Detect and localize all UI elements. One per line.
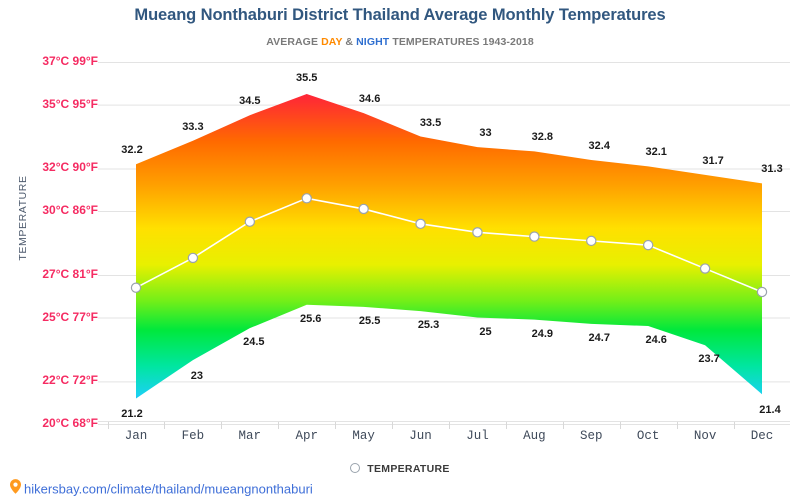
- y-axis-tick-label: 30°C 86°F: [42, 203, 98, 218]
- night-value-label: 25.3: [417, 319, 440, 332]
- x-axis-tick-label: Feb: [181, 429, 205, 443]
- subtitle-prefix: AVERAGE: [266, 36, 322, 48]
- data-point-marker[interactable]: [415, 218, 426, 230]
- data-point-marker[interactable]: [699, 263, 711, 274]
- subtitle-ampersand: &: [342, 36, 357, 48]
- page-title: Mueang Nonthaburi District Thailand Aver…: [134, 6, 666, 24]
- night-value-label: 23: [190, 370, 204, 383]
- data-point-marker[interactable]: [358, 203, 369, 215]
- x-axis-tick-label: Jan: [124, 429, 148, 443]
- average-temperature-line: [135, 197, 763, 293]
- day-value-label: 31.7: [702, 154, 724, 167]
- night-value-label: 24.6: [645, 334, 667, 347]
- y-axis-tick-label: 22°C 72°F: [42, 373, 98, 388]
- y-axis-tick-label: 37°C 99°F: [42, 54, 98, 68]
- x-axis-tick-label: Nov: [693, 429, 717, 443]
- night-value-label: 24.7: [588, 331, 610, 344]
- chart-subtitle: AVERAGE DAY & NIGHT TEMPERATURES 1943-20…: [0, 36, 800, 48]
- map-pin-icon: [10, 479, 21, 497]
- data-point-marker[interactable]: [472, 227, 483, 238]
- data-point-marker[interactable]: [187, 252, 199, 264]
- night-value-label: 25: [479, 325, 492, 338]
- day-value-label: 32.4: [588, 139, 610, 152]
- average-temperature-markers: [130, 193, 768, 298]
- y-axis-tick-label: 32°C 90°F: [42, 160, 98, 175]
- x-axis-tick-label: Jul: [466, 429, 489, 443]
- data-point-marker[interactable]: [130, 282, 142, 293]
- x-axis-tick-label: Mar: [238, 429, 262, 443]
- day-value-label: 34.5: [239, 95, 261, 108]
- night-value-label: 23.7: [698, 353, 720, 366]
- source-link[interactable]: hikersbay.com/climate/thailand/mueangnon…: [10, 479, 313, 498]
- x-axis-tick-label: Dec: [750, 429, 774, 443]
- y-axis-labels: 37°C 99°F 35°C 95°F 32°C 90°F 30°C 86°F 27°C…: [0, 0, 98, 500]
- night-value-label: 24.5: [243, 336, 265, 349]
- x-axis-tick-label: Jun: [409, 429, 432, 443]
- circle-marker-icon: [350, 463, 361, 474]
- night-value-label: 21.2: [121, 408, 143, 421]
- day-value-label: 35.5: [296, 71, 318, 84]
- x-axis-tick-label: May: [352, 429, 375, 443]
- y-axis-tick-label: 20°C 68°F: [42, 416, 98, 430]
- data-point-marker[interactable]: [756, 286, 768, 298]
- subtitle-day: DAY: [321, 36, 343, 48]
- night-value-label: 24.9: [531, 327, 554, 340]
- data-point-marker[interactable]: [244, 216, 256, 227]
- subtitle-night: NIGHT: [356, 36, 390, 48]
- x-axis-ticks: [108, 422, 735, 429]
- day-value-label: 32.1: [645, 146, 667, 159]
- y-axis-tick-label: 27°C 81°F: [42, 266, 98, 281]
- legend-label: TEMPERATURE: [367, 463, 450, 476]
- y-axis-tick-label: 25°C 77°F: [42, 309, 98, 324]
- data-point-marker[interactable]: [642, 239, 654, 251]
- subtitle-suffix: TEMPERATURES 1943-2018: [389, 36, 534, 48]
- x-axis-tick-label: Aug: [523, 429, 546, 443]
- day-value-label: 33.3: [182, 120, 204, 133]
- y-axis-tick-label: 35°C 95°F: [42, 96, 98, 111]
- data-point-marker[interactable]: [586, 235, 597, 247]
- day-value-label: 34.6: [358, 93, 381, 106]
- night-value-label: 21.4: [759, 404, 781, 417]
- day-value-label: 32.2: [121, 144, 143, 157]
- day-value-label: 33: [479, 127, 492, 140]
- source-link-text: hikersbay.com/climate/thailand/mueangnon…: [24, 481, 313, 497]
- night-value-label: 25.5: [358, 314, 381, 327]
- x-axis-tick-label: Sep: [580, 429, 603, 443]
- night-value-label: 25.6: [300, 312, 322, 325]
- data-point-marker[interactable]: [301, 193, 312, 204]
- day-value-label: 31.3: [761, 163, 783, 176]
- day-value-label: 32.8: [531, 131, 554, 144]
- chart-legend[interactable]: TEMPERATURE: [0, 463, 800, 475]
- data-point-marker[interactable]: [529, 231, 540, 242]
- x-axis-tick-label: Apr: [295, 429, 318, 443]
- day-value-label: 33.5: [419, 116, 442, 129]
- x-axis-tick-label: Oct: [636, 429, 660, 443]
